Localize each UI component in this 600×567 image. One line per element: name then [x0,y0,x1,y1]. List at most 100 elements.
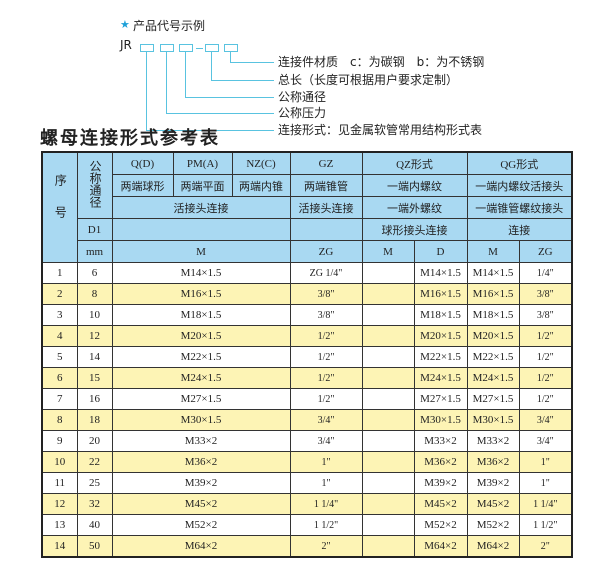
cell-dn: 32 [76,493,113,515]
header-qg-zg: ZG [518,240,573,263]
cell-no: 6 [41,367,78,389]
label-length: 总长（长度可根据用户要求定制） [278,73,459,87]
cell-m: M18×1.5 [111,304,291,326]
header-nominal-label: 公称通径 [88,160,102,208]
header-qz-desc: 一端内螺纹 [361,174,468,197]
code-box-diameter [179,44,193,52]
cell-qg-zg: 3/4" [518,409,573,431]
table-row: 2 8 M16×1.5 3/8" M16×1.5 M16×1.5 3/8" [41,283,573,305]
cell-gz: 1/2" [289,325,363,347]
header-q: Q(D) [111,151,174,175]
cell-gz: 1/2" [289,346,363,368]
cell-no: 3 [41,304,78,326]
leader-line [185,97,274,98]
code-box-pressure [160,44,174,52]
table-row: 12 32 M45×2 1 1/4" M45×2 M45×2 1 1/4" [41,493,573,515]
cell-qz-m [361,451,415,473]
cell-qg-zg: 3/8" [518,304,573,326]
header-nz: NZ(C) [231,151,291,175]
cell-m: M16×1.5 [111,283,291,305]
cell-qz-m [361,346,415,368]
code-box-length [205,44,219,52]
cell-gz: 1/2" [289,367,363,389]
cell-dn: 40 [76,514,113,536]
header-qg-m: M [466,240,520,263]
header-nominal: 公称通径 [76,151,113,219]
label-pressure: 公称压力 [278,106,327,120]
table-row: 6 15 M24×1.5 1/2" M24×1.5 M24×1.5 1/2" [41,367,573,389]
cell-qg-zg: 1/2" [518,388,573,410]
cell-qz-d: M24×1.5 [413,367,468,389]
cell-no: 4 [41,325,78,347]
cell-gz: 1" [289,472,363,494]
cell-no: 5 [41,346,78,368]
cell-gz: 1 1/4" [289,493,363,515]
header-q-desc: 两端球形 [111,174,174,197]
header-pm-desc: 两端平面 [172,174,233,197]
cell-qz-d: M14×1.5 [413,262,468,284]
cell-qz-d: M18×1.5 [413,304,468,326]
table-title: 螺母连接形式参考表 [40,128,220,149]
leader-line [166,52,167,114]
cell-gz: 1/2" [289,388,363,410]
cell-qg-zg: 1/2" [518,325,573,347]
cell-qg-zg: 2" [518,535,573,558]
code-prefix: JR [120,38,132,52]
cell-m: M20×1.5 [111,325,291,347]
table-row: 9 20 M33×2 3/4" M33×2 M33×2 3/4" [41,430,573,452]
code-box-connection [140,44,154,52]
cell-qz-m [361,514,415,536]
cell-qz-d: M16×1.5 [413,283,468,305]
cell-gz: 3/8" [289,304,363,326]
cell-qg-m: M24×1.5 [466,367,520,389]
cell-m: M36×2 [111,451,291,473]
header-d1: D1 [76,218,113,241]
cell-qz-d: M39×2 [413,472,468,494]
leader-line [185,52,186,98]
cell-dn: 15 [76,367,113,389]
cell-qz-m [361,304,415,326]
cell-qg-m: M22×1.5 [466,346,520,368]
cell-m: M30×1.5 [111,409,291,431]
header-seq-label: 序号 [53,174,68,238]
cell-qz-m [361,388,415,410]
cell-qz-m [361,493,415,515]
table-row: 8 18 M30×1.5 3/4" M30×1.5 M30×1.5 3/4" [41,409,573,431]
header-m: M [111,240,291,263]
cell-no: 12 [41,493,78,515]
cell-dn: 18 [76,409,113,431]
header-empty [289,218,363,241]
cell-qz-d: M64×2 [413,535,468,558]
cell-m: M33×2 [111,430,291,452]
cell-gz: 2" [289,535,363,558]
cell-no: 9 [41,430,78,452]
header-zg: ZG [289,240,363,263]
cell-dn: 12 [76,325,113,347]
header-gz-desc: 两端锥管 [289,174,363,197]
leader-line [211,52,212,81]
cell-gz: 3/4" [289,430,363,452]
table-row: 13 40 M52×2 1 1/2" M52×2 M52×2 1 1/2" [41,514,573,536]
header-pm: PM(A) [172,151,233,175]
cell-qz-m [361,367,415,389]
cell-qg-zg: 1/2" [518,367,573,389]
cell-no: 13 [41,514,78,536]
table-row: 10 22 M36×2 1" M36×2 M36×2 1" [41,451,573,473]
header-qg-desc3: 连接 [466,218,573,241]
nut-connection-table: 序号 公称通径 Q(D) PM(A) NZ(C) GZ QZ形式 QG形式 两端… [41,151,574,558]
cell-m: M24×1.5 [111,367,291,389]
cell-qg-m: M16×1.5 [466,283,520,305]
cell-no: 8 [41,409,78,431]
cell-m: M27×1.5 [111,388,291,410]
cell-qg-zg: 3/8" [518,283,573,305]
leader-line [230,52,231,63]
cell-dn: 50 [76,535,113,558]
cell-dn: 20 [76,430,113,452]
cell-qz-d: M45×2 [413,493,468,515]
cell-dn: 16 [76,388,113,410]
cell-m: M45×2 [111,493,291,515]
cell-qg-m: M14×1.5 [466,262,520,284]
cell-gz: 3/8" [289,283,363,305]
cell-gz: 1" [289,451,363,473]
example-heading: 产品代号示例 [133,19,206,33]
